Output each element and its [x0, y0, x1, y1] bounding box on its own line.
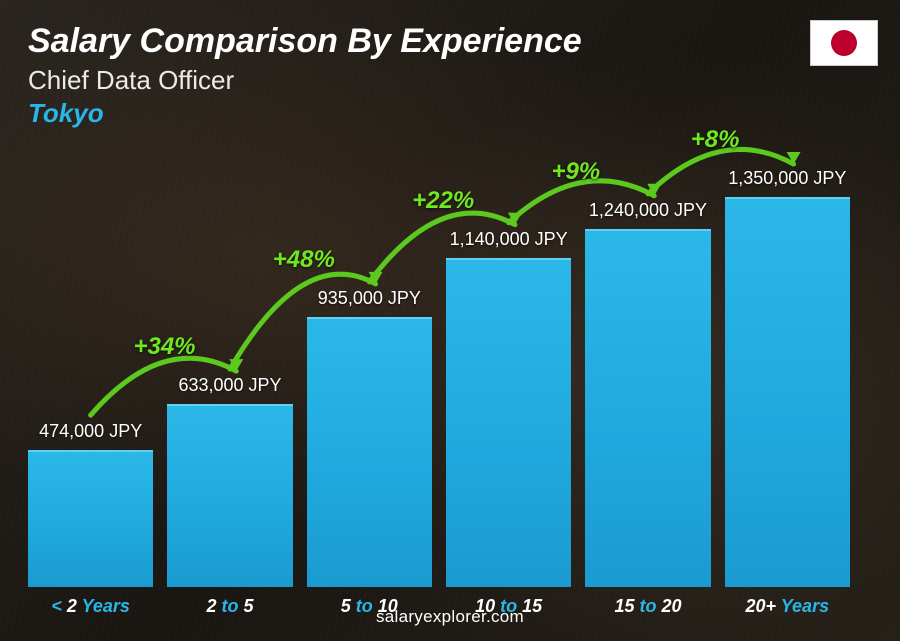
- bar-rect: [307, 317, 432, 587]
- growth-pct-label: +9%: [551, 158, 600, 186]
- bar-value-label: 474,000 JPY: [39, 421, 142, 442]
- chart-subtitle: Chief Data Officer: [28, 65, 582, 96]
- bar-rect: [28, 450, 153, 587]
- bar-value-label: 935,000 JPY: [318, 288, 421, 309]
- bar-rect: [585, 229, 710, 587]
- bar-value-label: 1,240,000 JPY: [589, 200, 707, 221]
- japan-flag-icon: [810, 20, 878, 66]
- footer-credit: salaryexplorer.com: [0, 607, 900, 627]
- chart-location: Tokyo: [28, 98, 582, 129]
- bar-1: 633,000 JPY2 to 5: [167, 375, 292, 587]
- bar-rect: [167, 404, 292, 587]
- chart-title: Salary Comparison By Experience: [28, 22, 582, 61]
- bar-value-label: 1,140,000 JPY: [450, 229, 568, 250]
- growth-pct-label: +34%: [133, 333, 195, 361]
- bar-chart: 474,000 JPY< 2 Years633,000 JPY2 to 5935…: [28, 150, 850, 587]
- growth-pct-label: +48%: [273, 246, 335, 274]
- flag-dot: [831, 30, 857, 56]
- bar-3: 1,140,000 JPY10 to 15: [446, 229, 571, 587]
- bar-0: 474,000 JPY< 2 Years: [28, 421, 153, 587]
- bar-value-label: 1,350,000 JPY: [728, 168, 846, 189]
- bar-2: 935,000 JPY5 to 10: [307, 288, 432, 587]
- bar-4: 1,240,000 JPY15 to 20: [585, 200, 710, 587]
- bar-rect: [446, 258, 571, 587]
- bar-5: 1,350,000 JPY20+ Years: [725, 168, 850, 587]
- bar-value-label: 633,000 JPY: [178, 375, 281, 396]
- bar-rect: [725, 197, 850, 587]
- growth-pct-label: +22%: [412, 187, 474, 215]
- header: Salary Comparison By Experience Chief Da…: [28, 22, 582, 129]
